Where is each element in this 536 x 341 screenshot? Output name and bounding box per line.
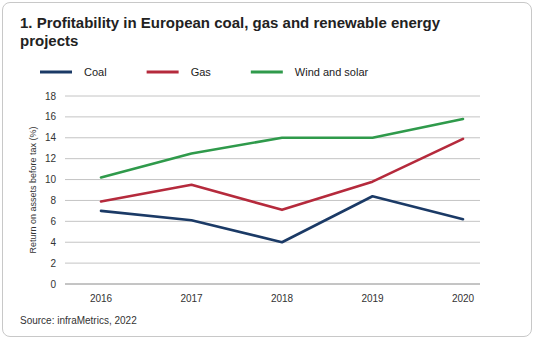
grid-line <box>65 200 480 201</box>
grid-line <box>65 96 480 97</box>
x-tick-label: 2017 <box>180 293 203 304</box>
y-tick-label: 2 <box>50 258 56 269</box>
y-tick-label: 18 <box>45 91 57 102</box>
y-tick-label: 0 <box>50 279 56 290</box>
series-line <box>101 139 463 210</box>
grid-line <box>65 263 480 264</box>
chart-svg: 0 2 4 6 8 10 12 14 16 18 Return on assets before t… <box>0 0 536 341</box>
grid-line <box>65 242 480 243</box>
grid-line <box>65 179 480 180</box>
legend-label: Wind and solar <box>295 66 369 78</box>
series-line <box>101 196 463 242</box>
legend-swatch <box>147 71 179 74</box>
grid-line <box>65 116 480 117</box>
chart-title: 1. Profitability in European coal, gas a… <box>20 14 490 50</box>
x-tick-label: 2018 <box>271 293 294 304</box>
y-tick-label: 10 <box>45 174 57 185</box>
legend-label: Gas <box>191 66 212 78</box>
x-tick-label: 2019 <box>361 293 384 304</box>
y-tick-label: 8 <box>50 195 56 206</box>
x-tick-label: 2016 <box>90 293 113 304</box>
legend-swatch <box>40 71 72 74</box>
grid-line <box>65 221 480 222</box>
y-tick-label: 14 <box>45 132 57 143</box>
source-note: Source: infraMetrics, 2022 <box>20 315 137 326</box>
legend-swatch <box>251 71 283 74</box>
chart-frame <box>2 2 532 337</box>
y-tick-label: 16 <box>45 111 57 122</box>
lines-group <box>101 119 463 242</box>
x-tick-label: 2020 <box>452 293 475 304</box>
grid-line <box>65 284 480 285</box>
y-tick-label: 12 <box>45 153 57 164</box>
series-line <box>101 119 463 177</box>
y-tick-label: 4 <box>50 237 56 248</box>
y-axis-label: Return on assets before tax (%) <box>28 126 38 253</box>
y-tick-label: 6 <box>50 216 56 227</box>
legend-label: Coal <box>84 66 107 78</box>
